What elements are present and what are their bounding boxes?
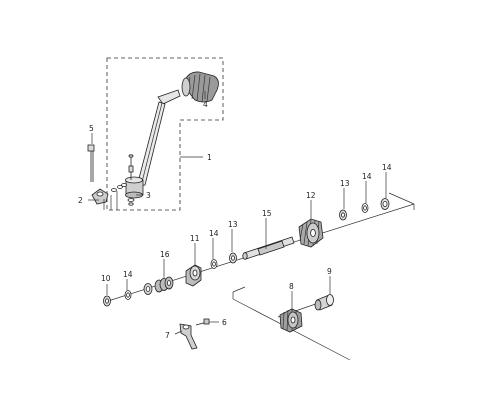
callout-1: 1	[207, 153, 212, 162]
callout-6: 6	[222, 318, 227, 327]
circlip-14-left	[124, 290, 132, 300]
gear-11	[185, 264, 202, 287]
callout-14-right-2: 14	[382, 163, 392, 172]
lever-boss	[125, 176, 144, 199]
screw-6	[195, 318, 210, 326]
callout-8: 8	[289, 282, 294, 291]
assembly-dashed-outline	[106, 57, 224, 211]
callout-14-mid: 14	[209, 229, 219, 238]
callout-7: 7	[165, 331, 170, 340]
bushing-9	[314, 294, 334, 311]
circlip-14-right-2	[380, 198, 390, 210]
callout-14-left: 14	[123, 270, 133, 279]
clamp-nut	[91, 188, 109, 205]
spring-16	[154, 276, 174, 293]
callout-4: 4	[203, 100, 208, 109]
callout-14-right-1: 14	[362, 172, 372, 181]
callout-13-right: 13	[340, 179, 350, 188]
callout-13-mid: 13	[228, 220, 238, 229]
callout-10: 10	[101, 274, 111, 283]
leader-lines	[88, 91, 387, 335]
washer-13-mid	[229, 252, 237, 264]
circlip-14-mid	[210, 259, 218, 269]
kick-shaft-15	[242, 236, 295, 260]
gear-8	[279, 308, 303, 333]
kick-rubber-grip	[181, 71, 219, 103]
bolt	[87, 144, 95, 182]
pin-spring-stack	[127, 154, 135, 206]
callout-11: 11	[190, 234, 200, 243]
gear-12	[298, 218, 324, 248]
callout-16: 16	[160, 250, 170, 259]
small-washers	[111, 183, 127, 192]
callout-9: 9	[327, 267, 332, 276]
washer-10	[103, 295, 111, 307]
callout-5: 5	[89, 124, 94, 133]
callout-12: 12	[306, 191, 316, 200]
callout-15: 15	[262, 209, 272, 218]
kick-lever-arm	[136, 89, 181, 187]
washer-left	[143, 283, 153, 295]
callout-3: 3	[146, 191, 151, 200]
pivot-arm-7	[179, 323, 198, 350]
washer-13-right	[339, 209, 347, 221]
circlip-14-right-1	[361, 203, 369, 213]
callout-2: 2	[78, 196, 83, 205]
